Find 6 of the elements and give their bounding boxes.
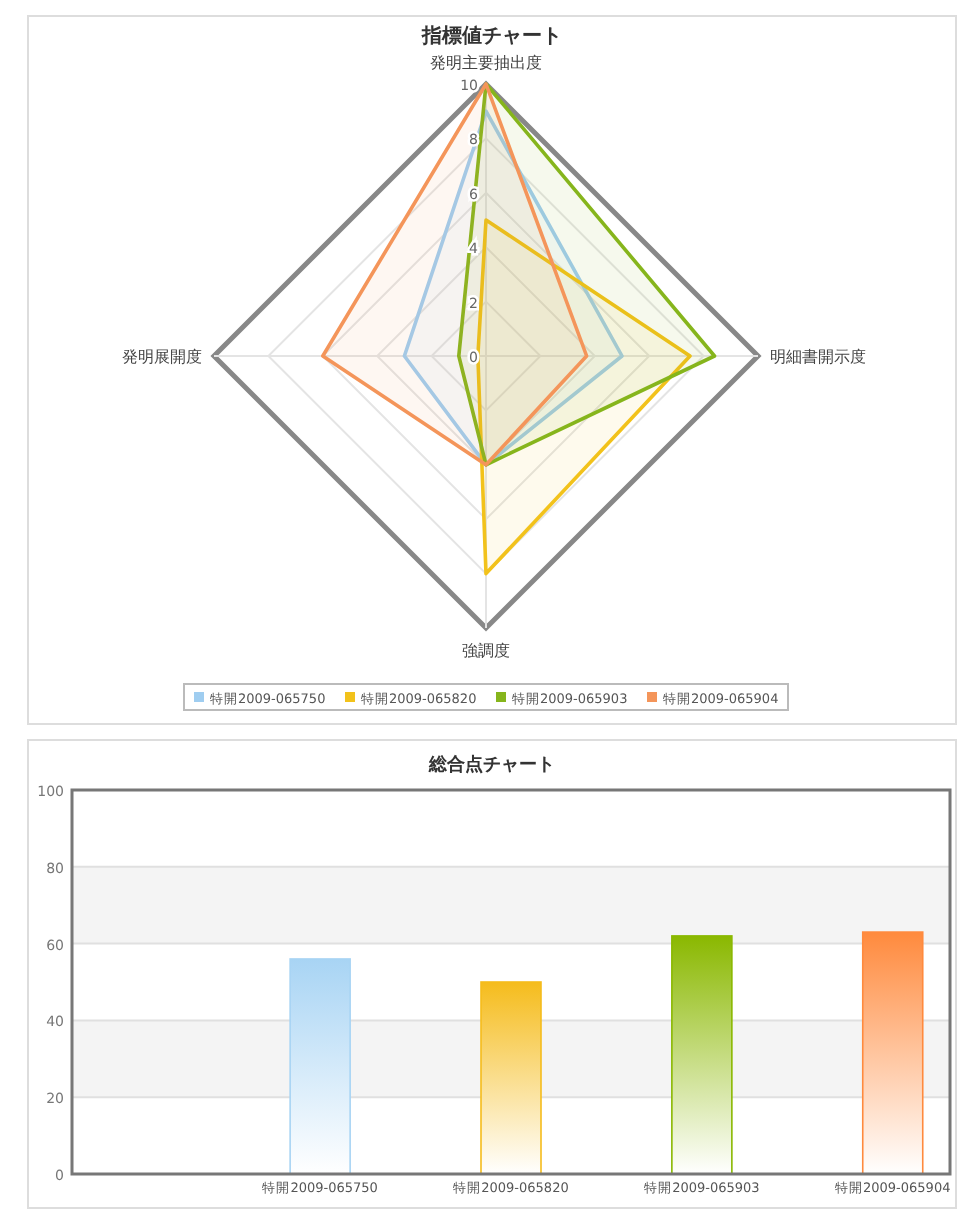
spoke-label: 強調度 <box>462 642 510 660</box>
spoke-label: 発明主要抽出度 <box>430 54 542 72</box>
spoke-label: 発明展開度 <box>122 348 202 366</box>
spoke-label: 明細書開示度 <box>770 348 866 366</box>
chart-title: 指標値チャート <box>420 24 562 48</box>
chart-title: 総合点チャート <box>427 754 555 776</box>
